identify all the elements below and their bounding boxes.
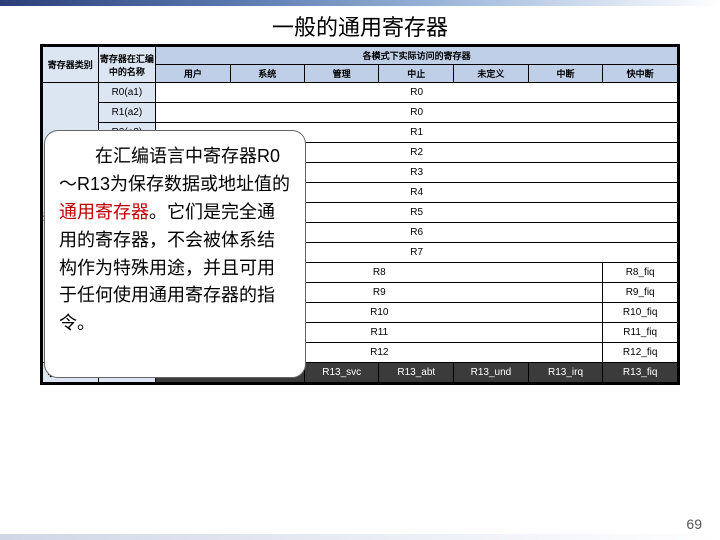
spsr-und: R13_und — [454, 363, 529, 383]
spsr-fiq: R13_fiq — [603, 363, 678, 383]
regname-r1: R1(a2) — [98, 103, 156, 123]
cell-r0: R0 — [156, 83, 678, 103]
top-gradient — [0, 0, 720, 6]
spsr-irq: R13_irq — [528, 363, 603, 383]
hdr-category: 寄存器类别 — [43, 47, 99, 83]
cell-r8fiq: R8_fiq — [603, 263, 678, 283]
mode-sys: 系统 — [230, 65, 304, 83]
mode-irq: 中断 — [528, 65, 603, 83]
page-title: 一般的通用寄存器 — [0, 10, 720, 42]
cell-r9fiq: R9_fiq — [603, 283, 678, 303]
callout-text-a: 在汇编语言中寄存器R0～R13为保存数据或地址值的 — [59, 146, 290, 194]
mode-abt: 中止 — [379, 65, 454, 83]
cell-r12fiq: R12_fiq — [603, 343, 678, 363]
mode-svc: 管理 — [304, 65, 379, 83]
mode-und: 未定义 — [454, 65, 529, 83]
mode-user: 用户 — [156, 65, 230, 83]
regname-r0: R0(a1) — [98, 83, 156, 103]
mode-fiq: 快中断 — [603, 65, 678, 83]
callout-box: 在汇编语言中寄存器R0～R13为保存数据或地址值的通用寄存器。它们是完全通用的寄… — [44, 130, 306, 378]
hdr-regname: 寄存器在汇编中的名称 — [98, 47, 156, 83]
cell-r0b: R0 — [156, 103, 678, 123]
page-number: 69 — [686, 516, 702, 532]
spsr-abt: R13_abt — [379, 363, 454, 383]
callout-text-b: 通用寄存器 — [59, 202, 149, 222]
spsr-svc: R13_svc — [304, 363, 379, 383]
cell-r11fiq: R11_fiq — [603, 323, 678, 343]
bottom-gradient — [0, 534, 720, 540]
hdr-modes-span: 各模式下实际访问的寄存器 — [156, 47, 678, 65]
cell-r10fiq: R10_fiq — [603, 303, 678, 323]
